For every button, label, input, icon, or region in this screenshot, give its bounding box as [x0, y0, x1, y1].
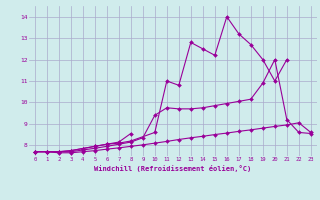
X-axis label: Windchill (Refroidissement éolien,°C): Windchill (Refroidissement éolien,°C) [94, 165, 252, 172]
